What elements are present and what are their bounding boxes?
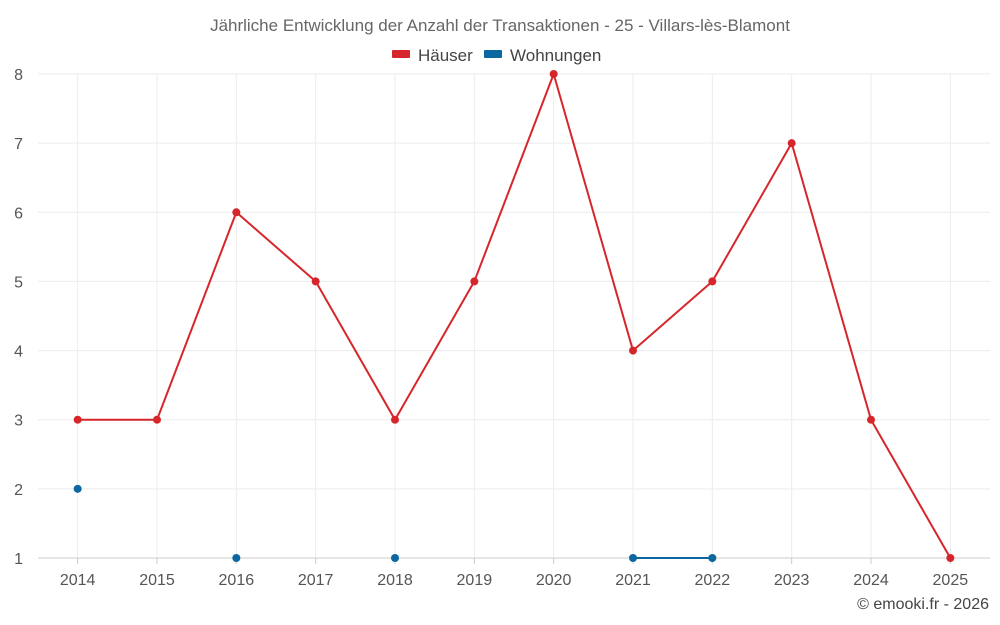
credit-text: © emooki.fr - 2026	[857, 596, 989, 613]
x-tick-label: 2021	[615, 572, 651, 589]
x-tick-label: 2025	[933, 572, 969, 589]
series-haeuser	[73, 70, 955, 562]
y-axis: 1 2 3 4 5 6 7 8	[14, 67, 23, 568]
chart-title: Jährliche Entwicklung der Anzahl der Tra…	[210, 16, 790, 35]
legend-swatch-wohnungen	[484, 50, 502, 58]
x-axis: 2014 2015 2016 2017 2018 2019 2020 2021 2022 2023…	[38, 557, 990, 589]
y-tick-label: 5	[14, 274, 23, 291]
series-line-segment	[790, 142, 872, 421]
legend-swatch-haeuser	[392, 50, 410, 58]
series-line-segment	[235, 211, 317, 283]
data-point[interactable]	[867, 415, 875, 424]
series-line-segment	[314, 280, 396, 421]
data-point[interactable]	[232, 208, 241, 217]
data-point[interactable]	[629, 346, 637, 355]
legend-label-haeuser: Häuser	[418, 46, 473, 65]
data-point[interactable]	[391, 415, 399, 424]
legend-item-wohnungen[interactable]: Wohnungen	[484, 46, 601, 65]
legend-item-haeuser[interactable]: Häuser	[392, 46, 473, 65]
data-point[interactable]	[708, 277, 717, 286]
y-tick-label: 2	[14, 482, 23, 499]
data-point[interactable]	[73, 484, 82, 493]
data-point[interactable]	[708, 554, 717, 562]
series-line-segment	[870, 418, 952, 559]
y-tick-label: 7	[14, 136, 23, 153]
x-tick-label: 2022	[695, 572, 731, 589]
series-line-segment	[473, 73, 555, 283]
data-point[interactable]	[470, 277, 479, 286]
data-point[interactable]	[787, 139, 796, 148]
y-tick-label: 4	[14, 344, 23, 361]
y-tick-label: 3	[14, 413, 23, 430]
y-tick-label: 8	[14, 67, 23, 84]
data-point[interactable]	[629, 554, 637, 562]
data-point[interactable]	[391, 554, 399, 562]
series-layer	[73, 70, 955, 562]
series-line-segment	[711, 142, 793, 283]
x-tick-label: 2020	[536, 572, 572, 589]
series-line-segment	[552, 73, 634, 352]
series-line-segment	[632, 280, 714, 352]
series-line-segment	[394, 280, 476, 421]
data-point[interactable]	[946, 554, 955, 562]
x-tick-label: 2015	[139, 572, 175, 589]
legend: Häuser Wohnungen	[392, 46, 601, 65]
data-point[interactable]	[549, 70, 558, 78]
data-point[interactable]	[73, 415, 82, 424]
x-tick-label: 2019	[457, 572, 493, 589]
series-line-segment	[156, 211, 238, 421]
series-wohnungen	[73, 484, 717, 562]
legend-label-wohnungen: Wohnungen	[510, 46, 601, 65]
x-tick-label: 2016	[219, 572, 255, 589]
data-point[interactable]	[232, 554, 241, 562]
x-tick-label: 2023	[774, 572, 810, 589]
data-point[interactable]	[311, 277, 320, 286]
data-point[interactable]	[153, 415, 161, 424]
y-tick-label: 1	[14, 551, 23, 568]
x-tick-label: 2018	[377, 572, 413, 589]
y-tick-label: 6	[14, 205, 23, 222]
gridlines	[38, 73, 990, 558]
x-tick-label: 2014	[60, 572, 96, 589]
x-tick-label: 2024	[853, 572, 889, 589]
x-tick-label: 2017	[298, 572, 334, 589]
